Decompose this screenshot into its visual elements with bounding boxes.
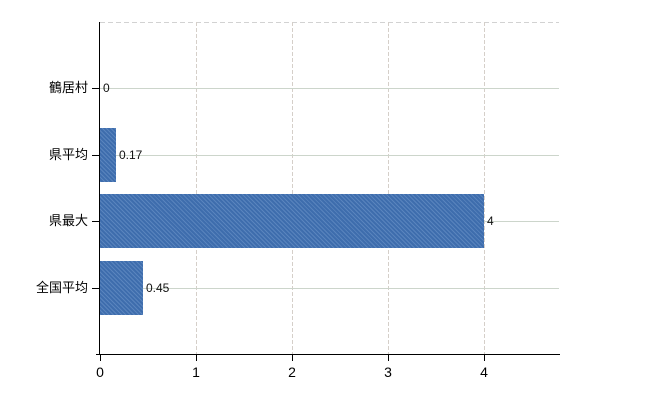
y-axis-tick — [92, 221, 99, 222]
horizontal-gridline — [100, 88, 559, 89]
y-axis-tick — [92, 155, 99, 156]
category-label: 全国平均 — [35, 280, 88, 295]
category-label: 鶴居村 — [48, 80, 88, 95]
y-axis-tick — [92, 88, 99, 89]
vertical-gridline — [388, 22, 389, 354]
vertical-gridline — [196, 22, 197, 354]
x-axis-tick — [196, 354, 197, 361]
category-label: 県平均 — [48, 147, 88, 162]
x-axis-tick — [388, 354, 389, 361]
value-label: 0.45 — [146, 281, 170, 295]
horizontal-gridline — [100, 288, 559, 289]
x-axis-tick — [292, 354, 293, 361]
y-axis-tick — [92, 288, 99, 289]
vertical-gridline — [484, 22, 485, 354]
vertical-gridline — [292, 22, 293, 354]
x-axis-line — [96, 354, 560, 355]
category-label: 県最大 — [48, 213, 88, 228]
x-axis-tick — [484, 354, 485, 361]
horizontal-gridline — [100, 155, 559, 156]
x-tick-label: 1 — [192, 364, 200, 380]
x-tick-label: 2 — [288, 364, 296, 380]
x-tick-label: 0 — [96, 364, 104, 380]
bar — [100, 261, 143, 315]
plot-top-border — [100, 22, 559, 23]
x-tick-label: 3 — [384, 364, 392, 380]
value-label: 0 — [103, 81, 110, 95]
value-label: 4 — [487, 214, 494, 228]
bar — [100, 128, 116, 182]
y-axis-line — [99, 22, 100, 355]
x-axis-tick — [100, 354, 101, 361]
bar — [100, 194, 484, 248]
value-label: 0.17 — [119, 148, 143, 162]
x-tick-label: 4 — [480, 364, 488, 380]
